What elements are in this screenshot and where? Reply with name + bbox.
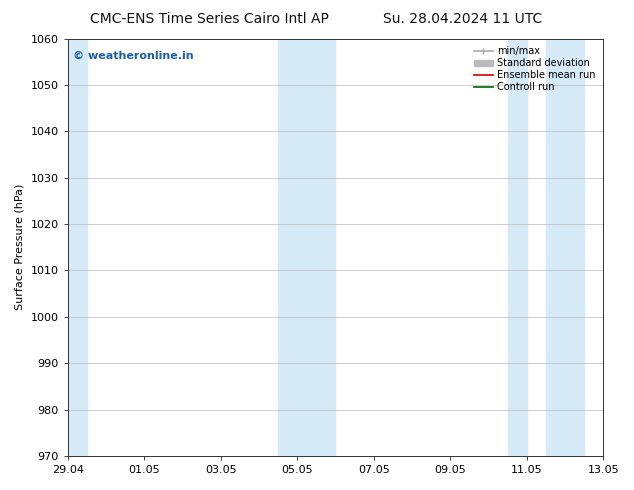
Bar xyxy=(68,39,87,456)
Text: Su. 28.04.2024 11 UTC: Su. 28.04.2024 11 UTC xyxy=(383,12,543,26)
Text: © weatheronline.in: © weatheronline.in xyxy=(73,51,194,61)
Bar xyxy=(278,39,316,456)
Text: CMC-ENS Time Series Cairo Intl AP: CMC-ENS Time Series Cairo Intl AP xyxy=(90,12,328,26)
Bar xyxy=(316,39,335,456)
Legend: min/max, Standard deviation, Ensemble mean run, Controll run: min/max, Standard deviation, Ensemble me… xyxy=(470,44,598,95)
Bar xyxy=(546,39,584,456)
Y-axis label: Surface Pressure (hPa): Surface Pressure (hPa) xyxy=(15,184,25,311)
Bar xyxy=(508,39,527,456)
